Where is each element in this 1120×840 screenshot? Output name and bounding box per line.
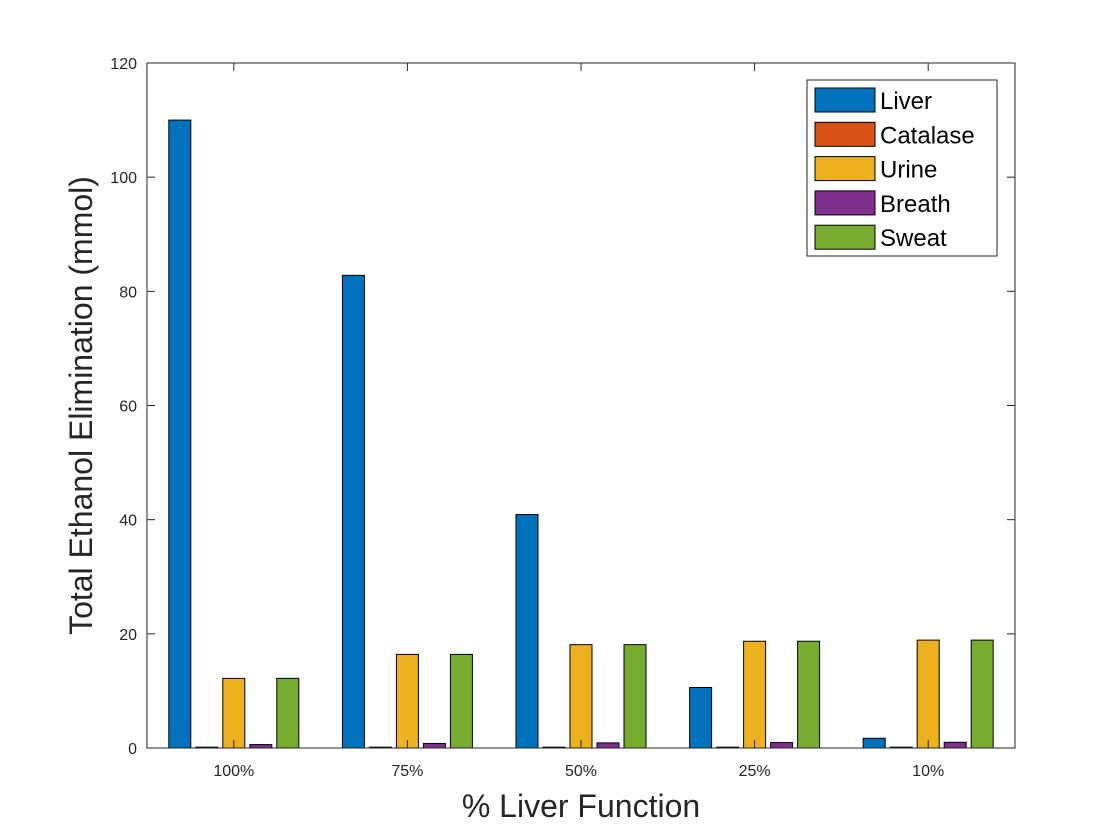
- legend-label-liver: Liver: [880, 88, 932, 115]
- bar-breath-2: [596, 742, 620, 749]
- y-tick-label: 100: [110, 170, 137, 187]
- x-tick-label: 50%: [565, 763, 597, 780]
- bar-breath-4: [943, 741, 967, 749]
- x-tick-label: 100%: [213, 763, 254, 780]
- bar-breath-1: [422, 742, 446, 749]
- x-tick-label: 75%: [391, 763, 423, 780]
- x-tick-label: 10%: [912, 763, 944, 780]
- bar-urine-3: [743, 640, 767, 749]
- legend-swatch-catalase: [814, 121, 876, 147]
- bar-liver-2: [515, 514, 539, 749]
- y-axis-label: Total Ethanol Elimination (mmol): [63, 176, 99, 635]
- y-tick-label: 80: [119, 284, 137, 301]
- y-tick-label: 60: [119, 399, 137, 416]
- bar-breath-3: [770, 742, 794, 749]
- bar-liver-1: [341, 274, 365, 749]
- legend-label-urine: Urine: [880, 157, 937, 184]
- axis-ticks: 0 20 40 60 80 100 120 100% 75% 50% 25% 10%: [110, 56, 1015, 780]
- y-tick-label: 120: [110, 56, 137, 73]
- y-tick-label: 20: [119, 627, 137, 644]
- bar-sweat-4: [970, 639, 994, 749]
- bars-layer: [168, 119, 994, 749]
- bar-breath-0: [249, 744, 273, 749]
- bar-sweat-0: [276, 677, 300, 749]
- y-tick-label: 0: [128, 741, 137, 758]
- bar-urine-2: [569, 644, 593, 749]
- legend-label-breath: Breath: [880, 191, 951, 218]
- legend-swatch-liver: [814, 87, 876, 113]
- bar-liver-0: [168, 119, 192, 749]
- bar-urine-0: [222, 677, 246, 749]
- bar-liver-4: [862, 737, 886, 749]
- y-tick-label: 40: [119, 513, 137, 530]
- bar-liver-3: [689, 686, 713, 749]
- legend-label-sweat: Sweat: [880, 225, 947, 252]
- x-axis-label: % Liver Function: [462, 788, 700, 824]
- bar-sweat-1: [449, 653, 473, 749]
- x-tick-label: 25%: [739, 763, 771, 780]
- legend: Liver Catalase Urine Breath Sweat: [806, 79, 998, 257]
- bar-sweat-3: [797, 640, 821, 749]
- bar-urine-4: [916, 639, 940, 749]
- legend-label-catalase: Catalase: [880, 122, 975, 149]
- legend-swatch-urine: [814, 156, 876, 182]
- legend-swatch-breath: [814, 190, 876, 216]
- bar-urine-1: [395, 653, 419, 749]
- bar-sweat-2: [623, 644, 647, 749]
- legend-swatch-sweat: [814, 224, 876, 250]
